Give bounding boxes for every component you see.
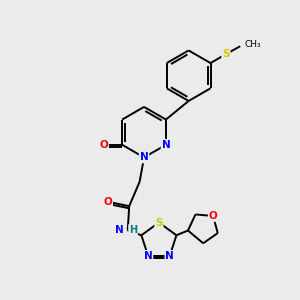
Text: N: N [144,251,152,261]
Text: N: N [162,140,170,150]
Text: N: N [165,251,174,261]
Text: O: O [209,211,218,221]
Text: N: N [140,152,148,162]
Text: N: N [115,225,124,235]
Text: S: S [222,49,230,59]
Text: CH₃: CH₃ [245,40,261,49]
Text: S: S [155,218,163,227]
Text: O: O [99,140,108,150]
Text: H: H [129,225,137,235]
Text: O: O [103,197,112,207]
